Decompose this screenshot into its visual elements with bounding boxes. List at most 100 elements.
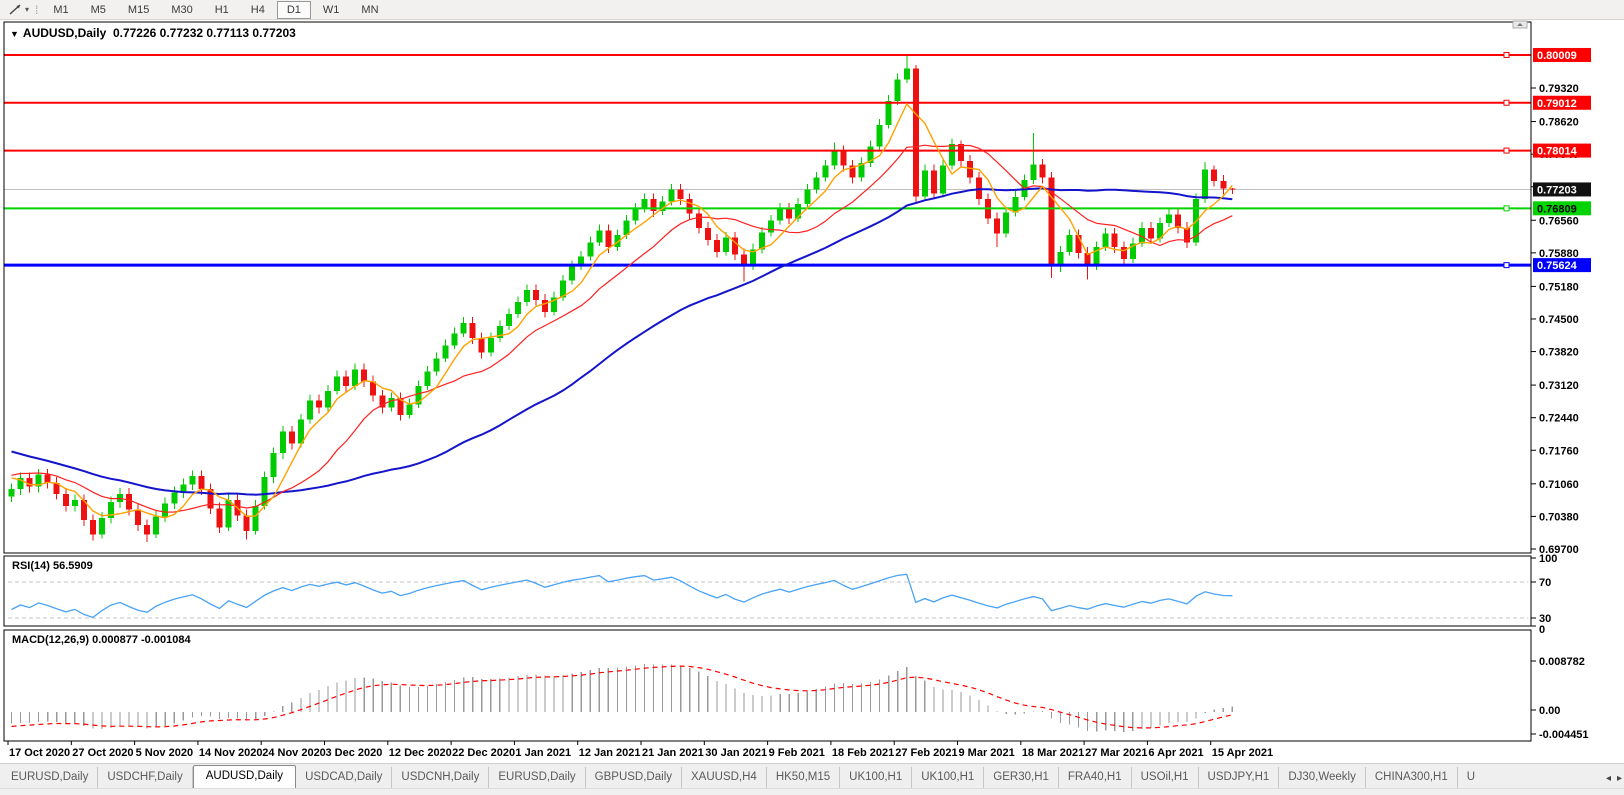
svg-text:0.75880: 0.75880 [1539, 248, 1579, 260]
svg-text:0: 0 [1539, 624, 1545, 636]
chart-window[interactable]: 0.793200.786200.779400.772600.765600.758… [0, 20, 1624, 763]
line-handle[interactable] [1503, 205, 1510, 212]
svg-text:1 Jan 2021: 1 Jan 2021 [515, 747, 571, 759]
horizontal-level-lines[interactable] [4, 51, 1531, 269]
rsi-line [11, 573, 1233, 619]
svg-text:6 Apr 2021: 6 Apr 2021 [1148, 747, 1203, 759]
svg-text:0.69700: 0.69700 [1539, 544, 1579, 556]
timeframe-button-d1[interactable]: D1 [276, 1, 311, 19]
tab-uk100-h1[interactable]: UK100,H1 [840, 767, 913, 788]
tab-usdcnh-daily[interactable]: USDCNH,Daily [392, 767, 490, 788]
timeframe-button-m30[interactable]: M30 [161, 1, 202, 19]
svg-text:22 Dec 2020: 22 Dec 2020 [452, 747, 515, 759]
svg-text:9 Feb 2021: 9 Feb 2021 [769, 747, 825, 759]
svg-text:0.75624: 0.75624 [1537, 260, 1578, 272]
price-badge: 0.75624 [1533, 258, 1591, 273]
tab-usoil-h1[interactable]: USOil,H1 [1132, 767, 1199, 788]
cursor-tool-button[interactable]: ▾ [4, 2, 33, 17]
svg-text:0.72440: 0.72440 [1539, 413, 1579, 425]
tab-china300-h1[interactable]: CHINA300,H1 [1366, 767, 1458, 788]
chart-tab-bar: EURUSD,Daily USDCHF,Daily AUDUSD,Daily USDC… [0, 763, 1624, 788]
chevron-down-icon: ▾ [25, 4, 30, 14]
line-handle[interactable] [1503, 147, 1510, 154]
tab-eurusd-daily[interactable]: EURUSD,Daily [489, 767, 586, 788]
tab-scroll-left-button[interactable]: ◂ [1605, 773, 1611, 784]
line-handle[interactable] [1503, 262, 1510, 269]
price-axis[interactable]: 0.793200.786200.779400.772600.765600.758… [1531, 47, 1591, 741]
svg-text:15 Apr 2021: 15 Apr 2021 [1212, 747, 1273, 759]
timeframe-button-mn[interactable]: MN [351, 1, 388, 19]
svg-text:18 Feb 2021: 18 Feb 2021 [832, 747, 894, 759]
scrollbar-top-button[interactable] [1512, 20, 1528, 29]
tab-xauusd-h4[interactable]: XAUUSD,H4 [682, 767, 767, 788]
svg-text:0.71060: 0.71060 [1539, 479, 1579, 491]
svg-text:0.71760: 0.71760 [1539, 445, 1579, 457]
svg-text:0.75180: 0.75180 [1539, 281, 1579, 293]
tab-usdjpy-h1[interactable]: USDJPY,H1 [1199, 767, 1280, 788]
svg-text:18 Mar 2021: 18 Mar 2021 [1022, 747, 1084, 759]
svg-text:3 Dec 2020: 3 Dec 2020 [326, 747, 383, 759]
timeframe-button-h4[interactable]: H4 [241, 1, 275, 19]
svg-text:-0.004451: -0.004451 [1539, 729, 1589, 741]
chart-canvas[interactable]: 0.793200.786200.779400.772600.765600.758… [0, 20, 1624, 763]
collapse-icon[interactable]: ▼ [10, 29, 19, 39]
rsi-indicator-label: RSI(14) 56.5909 [12, 560, 93, 572]
svg-text:24 Nov 2020: 24 Nov 2020 [262, 747, 326, 759]
svg-text:0.77203: 0.77203 [1537, 184, 1577, 196]
svg-text:12 Jan 2021: 12 Jan 2021 [579, 747, 641, 759]
timeframe-button-m1[interactable]: M1 [43, 1, 78, 19]
price-badge: 0.78014 [1533, 143, 1591, 158]
svg-text:0.78620: 0.78620 [1539, 117, 1579, 129]
tab-usdcad-daily[interactable]: USDCAD,Daily [296, 767, 393, 788]
tab-eurusd-daily[interactable]: EURUSD,Daily [2, 767, 99, 788]
svg-text:0.76560: 0.76560 [1539, 215, 1579, 227]
tab-fra40-h1[interactable]: FRA40,H1 [1059, 767, 1132, 788]
svg-text:27 Feb 2021: 27 Feb 2021 [895, 747, 957, 759]
svg-text:0.74500: 0.74500 [1539, 314, 1579, 326]
tab-usdchf-daily[interactable]: USDCHF,Daily [98, 767, 193, 788]
cursor-tool-icon [8, 3, 23, 16]
top-toolbar: ▾ ⁞ M1 M5 M15 M30 H1 H4 D1 W1 MN [0, 0, 1624, 20]
svg-text:0.79012: 0.79012 [1537, 98, 1577, 110]
timeframe-button-w1[interactable]: W1 [313, 1, 350, 19]
svg-text:12 Dec 2020: 12 Dec 2020 [389, 747, 452, 759]
macd-indicator-label: MACD(12,26,9) 0.000877 -0.001084 [12, 634, 191, 646]
tab-ger30-h1[interactable]: GER30,H1 [984, 767, 1059, 788]
svg-text:14 Nov 2020: 14 Nov 2020 [199, 747, 263, 759]
svg-text:0.79320: 0.79320 [1539, 83, 1579, 95]
svg-text:70: 70 [1539, 577, 1551, 589]
tab-audusd-daily[interactable]: AUDUSD,Daily [192, 765, 297, 788]
svg-text:0.78014: 0.78014 [1537, 146, 1578, 158]
timeframe-buttons: M1 M5 M15 M30 H1 H4 D1 W1 MN [43, 0, 390, 19]
line-handle[interactable] [1503, 51, 1510, 58]
tab-scroll-right-button[interactable]: ▸ [1616, 773, 1622, 784]
svg-text:0.70380: 0.70380 [1539, 511, 1579, 523]
candles [8, 54, 1236, 542]
tab-hk50-m15[interactable]: HK50,M15 [767, 767, 841, 788]
line-handle[interactable] [1503, 99, 1510, 106]
moving-averages [11, 102, 1233, 519]
timeframe-button-m15[interactable]: M15 [118, 1, 159, 19]
svg-text:27 Mar 2021: 27 Mar 2021 [1085, 747, 1147, 759]
svg-text:0.80009: 0.80009 [1537, 50, 1577, 62]
tab-gbpusd-daily[interactable]: GBPUSD,Daily [586, 767, 682, 788]
svg-text:5 Nov 2020: 5 Nov 2020 [136, 747, 193, 759]
svg-text:27 Oct 2020: 27 Oct 2020 [72, 747, 133, 759]
ma-fast-line [11, 102, 1233, 519]
rsi-panel [8, 573, 1528, 619]
svg-text:0.76809: 0.76809 [1537, 203, 1577, 215]
timeframe-button-h1[interactable]: H1 [205, 1, 239, 19]
tab-uk100-h1[interactable]: UK100,H1 [912, 767, 985, 788]
toolbar-grip: ⁞ [35, 2, 39, 17]
svg-text:0.73820: 0.73820 [1539, 347, 1579, 359]
svg-text:30 Jan 2021: 30 Jan 2021 [705, 747, 767, 759]
date-axis[interactable]: 17 Oct 2020 27 Oct 2020 5 Nov 2020 14 Nov 2… [7, 741, 1273, 759]
ma-mid-line [11, 144, 1233, 513]
svg-text:0.00: 0.00 [1539, 705, 1560, 717]
svg-text:0.008782: 0.008782 [1539, 656, 1585, 668]
tab-partial[interactable]: U [1466, 771, 1476, 783]
triangle-up-icon [1517, 23, 1523, 26]
macd-histogram [10, 664, 1233, 732]
timeframe-button-m5[interactable]: M5 [81, 1, 116, 19]
tab-dj30-weekly[interactable]: DJ30,Weekly [1279, 767, 1366, 788]
